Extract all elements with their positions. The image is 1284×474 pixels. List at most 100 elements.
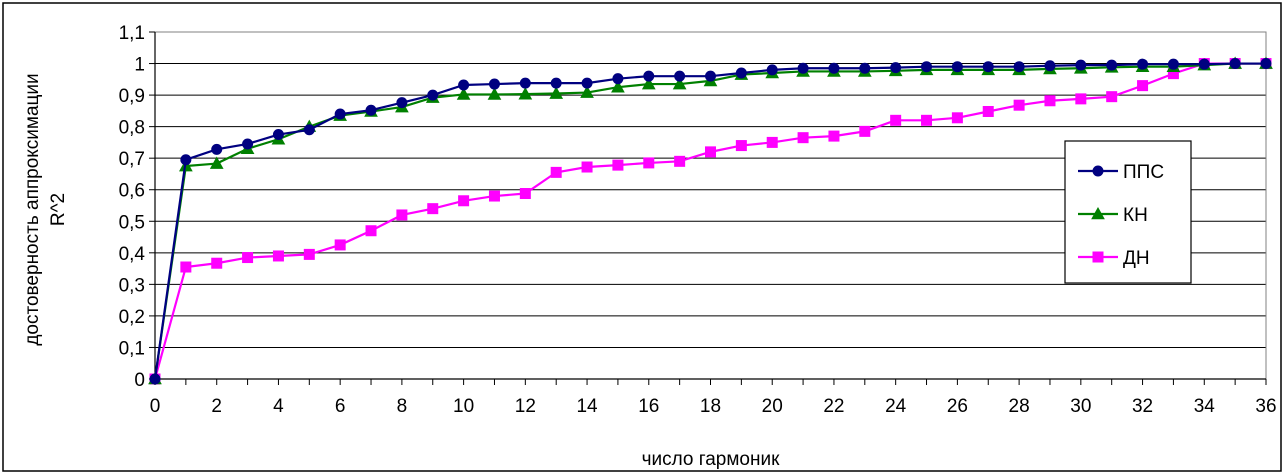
x-tick-label: 6 (335, 396, 346, 417)
x-tick-label: 28 (1009, 396, 1030, 417)
data-point (890, 62, 902, 74)
x-tick-label: 36 (1255, 396, 1276, 417)
data-point (211, 257, 223, 269)
data-point (272, 129, 284, 141)
y-tick-label: 0 (134, 370, 145, 391)
legend-sample-2 (1078, 206, 1118, 220)
data-point (921, 114, 933, 126)
data-point (488, 78, 500, 90)
data-point (982, 61, 994, 73)
x-axis-title: число гармоник (642, 449, 781, 470)
legend-label-kn: КН (1123, 205, 1148, 226)
data-point (209, 156, 224, 169)
data-point (334, 239, 346, 251)
series-3 (149, 58, 1272, 385)
data-point (672, 77, 687, 90)
data-point (1044, 95, 1056, 107)
data-point (303, 248, 315, 260)
data-point (612, 73, 624, 85)
data-point (396, 97, 408, 109)
x-tick-label: 12 (515, 396, 536, 417)
data-point (611, 80, 625, 93)
x-tick-label: 18 (700, 396, 721, 417)
y-tick-label: 1 (134, 55, 145, 76)
data-point (951, 112, 963, 124)
axes (149, 31, 1267, 385)
data-point (643, 70, 655, 82)
data-point (921, 61, 933, 73)
x-tick-label: 32 (1132, 396, 1153, 417)
data-point (1137, 58, 1149, 70)
y-tick-label: 0,2 (119, 307, 145, 328)
y-tick-label: 0,7 (119, 149, 145, 170)
data-point (705, 146, 716, 158)
x-tick-label: 4 (273, 396, 284, 417)
data-point (1075, 59, 1087, 71)
x-tick-label: 30 (1070, 396, 1091, 417)
data-point (1198, 58, 1210, 70)
data-point (641, 77, 656, 90)
data-point (982, 105, 994, 117)
data-point (456, 87, 471, 100)
data-point (242, 252, 254, 264)
series-group (148, 56, 1273, 385)
data-point (674, 70, 686, 82)
series-1 (149, 58, 1272, 385)
y-axis-title-line-2: R^2 (48, 193, 69, 226)
legend-sample-3 (1078, 251, 1118, 263)
legend: ППС КН ДН (1064, 140, 1192, 284)
data-point (828, 62, 840, 74)
y-axis-title-line-1: достоверность аппроксимации (22, 73, 43, 345)
x-tick-label: 0 (150, 396, 161, 417)
data-point (766, 136, 778, 148)
legend-marker (1092, 165, 1104, 177)
data-point (334, 108, 346, 120)
data-point (458, 195, 470, 207)
x-tick-label: 24 (885, 396, 907, 417)
data-point (581, 77, 593, 89)
y-tick-label: 0,9 (119, 86, 145, 107)
y-tick-label: 0,6 (119, 181, 145, 202)
x-tick-label: 20 (762, 396, 783, 417)
x-tick-label: 2 (211, 396, 222, 417)
data-point (735, 140, 747, 152)
x-tick-label: 14 (576, 396, 598, 417)
data-point (797, 132, 809, 144)
x-tick-label: 34 (1194, 396, 1216, 417)
data-point (1075, 93, 1087, 105)
data-point (488, 190, 500, 202)
legend-sample-1 (1078, 165, 1118, 177)
data-point (272, 250, 284, 262)
data-point (951, 61, 963, 73)
data-point (1229, 58, 1241, 70)
data-point (519, 188, 531, 200)
data-point (180, 154, 192, 166)
data-point (612, 159, 624, 171)
data-point (1260, 58, 1272, 70)
data-point (581, 161, 593, 173)
data-point (518, 87, 533, 100)
y-tick-label: 0,4 (119, 244, 146, 265)
x-tick-label: 10 (453, 396, 474, 417)
data-point (519, 77, 531, 89)
legend-label-dn: ДН (1123, 248, 1150, 269)
data-point (365, 225, 377, 237)
y-tick-label: 0,5 (119, 212, 145, 233)
data-point (211, 143, 223, 155)
data-point (1106, 59, 1118, 71)
data-point (180, 261, 192, 273)
data-point (859, 62, 871, 74)
data-point (427, 203, 439, 215)
y-tick-label: 0,3 (119, 275, 145, 296)
legend-label-pps: ППС (1123, 162, 1164, 183)
data-point (365, 104, 377, 116)
tick-labels: 0 2 4 6 8 10 12 14 16 18 20 22 24 26 28 30 32 34 3600,10,2… (119, 23, 1277, 417)
data-point (859, 125, 871, 137)
data-point (1137, 80, 1149, 92)
data-point (1044, 60, 1056, 72)
data-point (705, 70, 716, 82)
data-point (580, 85, 594, 98)
y-tick-label: 0,1 (119, 338, 145, 359)
